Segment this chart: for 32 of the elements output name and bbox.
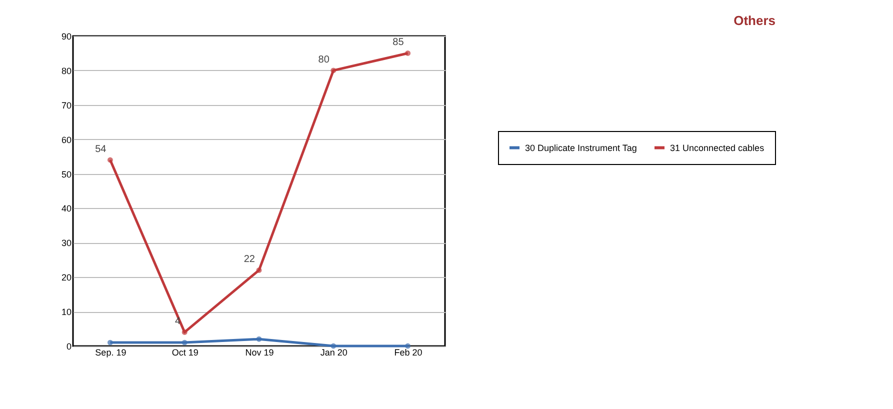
- y-tick-label: 90: [61, 32, 72, 42]
- point: [107, 340, 113, 346]
- point: [182, 340, 188, 346]
- y-tick-label: 80: [61, 66, 72, 76]
- y-tick-label: 10: [61, 307, 72, 318]
- point: [330, 343, 336, 349]
- text: Others: [734, 13, 776, 28]
- data-label: 54: [95, 144, 107, 155]
- y-tick-label: 20: [61, 272, 72, 283]
- x-tick-label: Nov 19: [245, 348, 274, 358]
- data-label: 22: [244, 254, 256, 266]
- point: [256, 336, 262, 342]
- x-tick-label: Feb 20: [394, 348, 422, 358]
- point: [256, 267, 262, 273]
- point: [405, 50, 411, 56]
- y-tick-label: 40: [61, 204, 72, 214]
- x-tick-label: Sep. 19: [95, 348, 126, 358]
- x-tick-label: Jan 20: [320, 348, 348, 358]
- x-tick-label: Oct 19: [172, 348, 198, 358]
- y-tick-label: 30: [61, 238, 72, 248]
- point: [405, 343, 411, 349]
- legend-label: 30 Duplicate Instrument Tag: [525, 142, 637, 153]
- data-label: 80: [318, 54, 330, 66]
- point: [107, 157, 113, 163]
- y-tick-label: 50: [61, 169, 72, 180]
- y-tick-label: 70: [61, 100, 72, 110]
- data-label: 85: [392, 37, 404, 48]
- y-tick-label: 60: [61, 134, 72, 145]
- y-tick-label: 0: [66, 342, 72, 352]
- point: [330, 68, 336, 74]
- point: [182, 329, 188, 335]
- legend-label: 31 Unconnected cables: [670, 142, 765, 153]
